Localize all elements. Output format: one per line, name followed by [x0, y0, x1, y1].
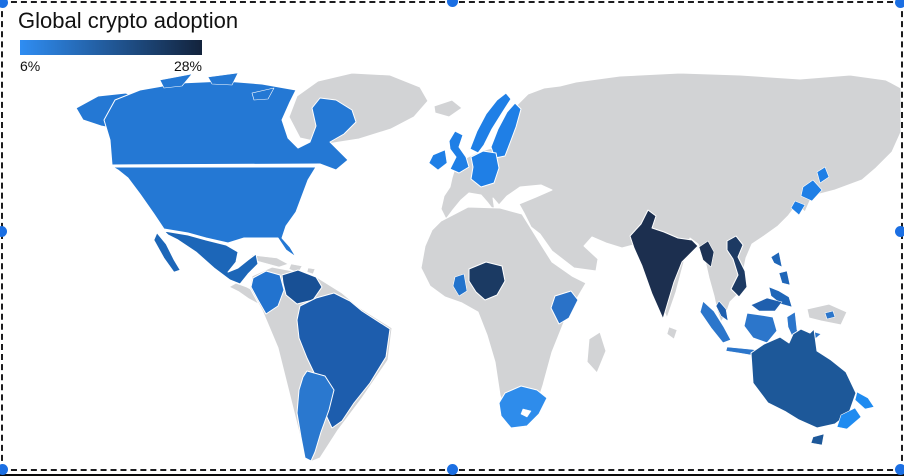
- country-japan-kyushu[interactable]: [790, 200, 806, 216]
- resize-handle-middle-right[interactable]: [895, 226, 904, 237]
- country-ireland[interactable]: [428, 149, 448, 171]
- land-greenland: [288, 72, 429, 145]
- country-philippines-visayas[interactable]: [778, 270, 791, 286]
- legend: 6% 28%: [20, 40, 202, 74]
- country-india[interactable]: [629, 209, 699, 320]
- country-colombia[interactable]: [250, 270, 285, 315]
- country-japan-honshu[interactable]: [800, 179, 823, 202]
- country-ghana[interactable]: [452, 273, 468, 297]
- country-canada-arctic-3[interactable]: [251, 87, 275, 101]
- country-norway[interactable]: [469, 92, 512, 154]
- land-iceland: [433, 99, 463, 118]
- resize-handle-top-right[interactable]: [895, 0, 904, 8]
- land-sri-lanka: [666, 326, 678, 340]
- land-puerto-rico: [306, 267, 316, 275]
- legend-max-label: 28%: [173, 58, 202, 74]
- country-mexico-baja[interactable]: [153, 232, 181, 273]
- bottom-edge-rule: [0, 474, 904, 476]
- lesotho-cutout: [520, 408, 532, 418]
- land-madagascar: [586, 331, 607, 374]
- country-nigeria[interactable]: [468, 261, 506, 301]
- country-nz-south[interactable]: [836, 407, 862, 430]
- country-mexico[interactable]: [163, 230, 259, 285]
- country-canada-arctic-2[interactable]: [207, 72, 239, 86]
- country-indonesia-kalimantan[interactable]: [743, 312, 778, 344]
- resize-handle-top-left[interactable]: [0, 0, 8, 8]
- country-bangladesh[interactable]: [698, 240, 715, 268]
- country-kenya[interactable]: [550, 290, 579, 325]
- country-australia[interactable]: [750, 328, 857, 429]
- country-philippines-luzon[interactable]: [770, 251, 783, 268]
- country-malaysia-peninsula[interactable]: [715, 300, 729, 322]
- country-argentina[interactable]: [296, 370, 335, 462]
- country-indonesia-sumatra[interactable]: [699, 300, 732, 344]
- country-indonesia-maluku-2[interactable]: [824, 310, 836, 320]
- country-malaysia-borneo[interactable]: [750, 297, 783, 312]
- country-japan-hokkaido[interactable]: [816, 166, 830, 184]
- resize-handle-bottom-right[interactable]: [895, 464, 904, 475]
- land-eurasia: [440, 72, 902, 323]
- country-nz-north[interactable]: [854, 391, 875, 410]
- country-philippines-mindanao[interactable]: [768, 286, 793, 308]
- country-uk[interactable]: [448, 130, 470, 174]
- country-vietnam[interactable]: [726, 235, 748, 298]
- resize-handle-middle-left[interactable]: [0, 226, 7, 237]
- legend-min-label: 6%: [20, 58, 41, 74]
- country-sweden[interactable]: [490, 102, 522, 159]
- resize-handle-bottom-center[interactable]: [447, 464, 458, 475]
- country-australia-tasmania[interactable]: [810, 433, 825, 446]
- country-brazil[interactable]: [296, 292, 391, 429]
- country-germany[interactable]: [470, 150, 500, 188]
- country-canada-arctic-1[interactable]: [159, 73, 193, 89]
- country-canada[interactable]: [103, 80, 357, 171]
- resize-handle-top-center[interactable]: [447, 0, 458, 7]
- page-title: Global crypto adoption: [18, 8, 239, 33]
- country-south-africa[interactable]: [498, 385, 548, 429]
- legend-gradient-bar: [20, 40, 202, 55]
- country-usa[interactable]: [112, 166, 317, 258]
